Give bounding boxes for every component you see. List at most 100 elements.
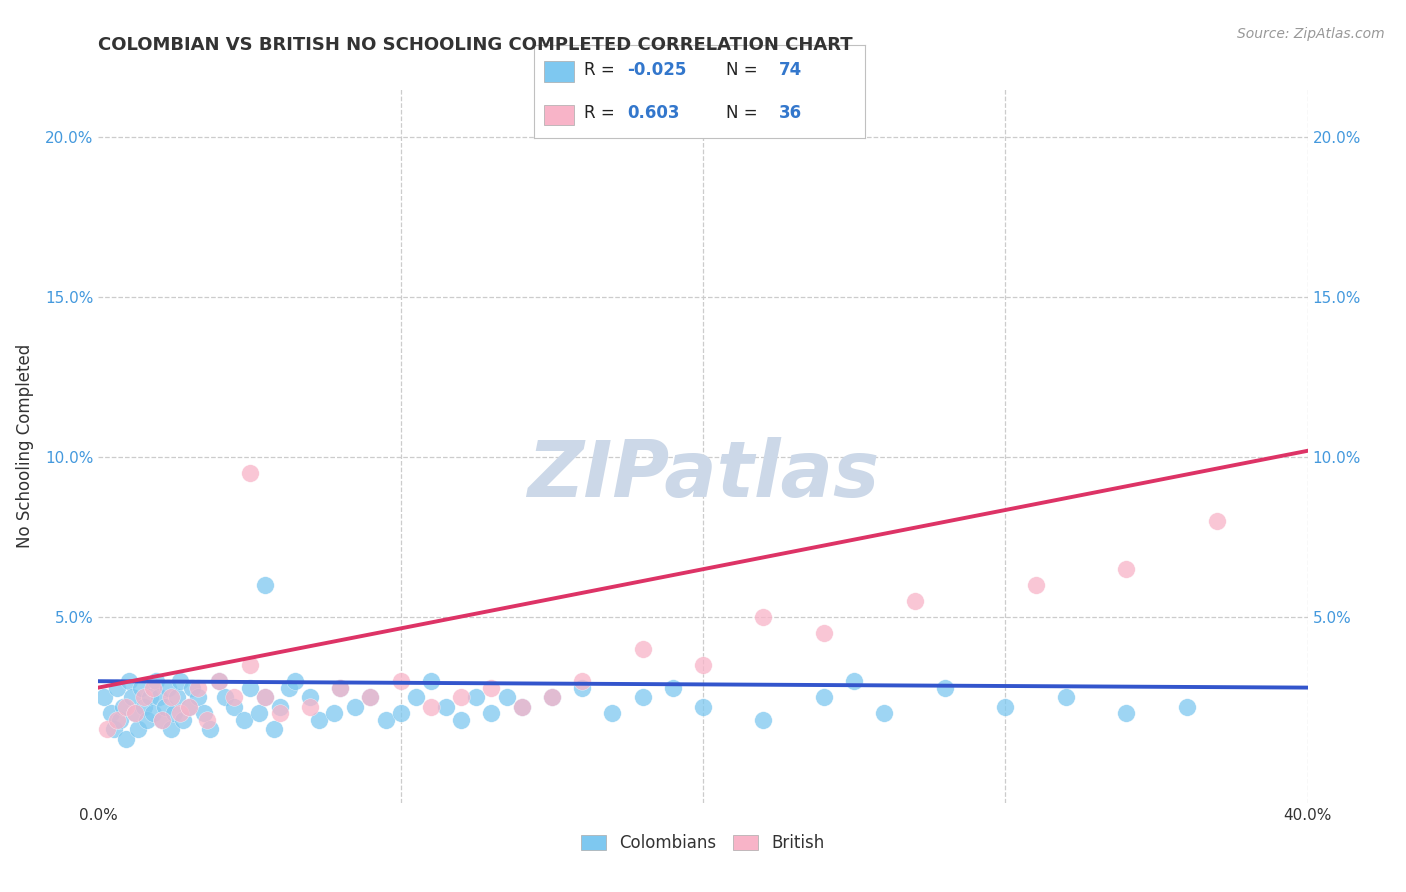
Point [124,706,146,721]
Text: COLOMBIAN VS BRITISH NO SCHOOLING COMPLETED CORRELATION CHART: COLOMBIAN VS BRITISH NO SCHOOLING COMPLE… [98,36,853,54]
Point [269,706,291,721]
Point [344,699,367,714]
Point [450,690,472,705]
Point [329,681,352,695]
Point [692,699,714,714]
Point [420,699,443,714]
Point [405,690,427,705]
Text: R =: R = [583,61,620,78]
Text: N =: N = [725,61,763,78]
Point [420,674,443,689]
Point [224,699,246,714]
Point [1054,690,1077,705]
Point [510,699,533,714]
Point [389,674,412,689]
Point [253,690,276,705]
Text: N =: N = [725,104,763,122]
Point [214,690,236,705]
Point [934,681,956,695]
FancyBboxPatch shape [544,62,574,82]
Point [247,706,270,721]
Point [239,466,262,480]
Point [108,713,131,727]
Point [450,713,472,727]
Point [232,713,254,727]
Text: 36: 36 [779,104,801,122]
Text: ZIPatlas: ZIPatlas [527,436,879,513]
Point [602,706,624,721]
Point [510,699,533,714]
Point [540,690,562,705]
Point [631,690,654,705]
Point [172,713,194,727]
Point [105,681,128,695]
Point [329,681,352,695]
Point [187,690,209,705]
Point [631,642,654,657]
Point [481,681,503,695]
Point [124,706,146,721]
Text: 0.603: 0.603 [627,104,679,122]
Point [299,690,322,705]
Point [661,681,683,695]
Y-axis label: No Schooling Completed: No Schooling Completed [15,344,34,548]
Point [160,722,183,736]
Point [139,690,162,705]
Point [160,690,183,705]
Point [571,674,593,689]
Point [150,713,173,727]
Point [434,699,457,714]
Point [129,681,152,695]
Point [132,690,155,705]
Point [103,722,125,736]
Point [127,722,149,736]
Point [1115,562,1137,576]
Point [308,713,330,727]
Point [96,722,118,736]
Point [100,706,122,721]
Point [299,699,322,714]
Point [132,699,155,714]
Point [150,713,173,727]
Point [360,690,382,705]
Point [195,713,218,727]
Point [156,681,179,695]
Point [181,681,204,695]
Point [153,699,176,714]
Point [873,706,896,721]
Point [844,674,866,689]
Point [118,674,141,689]
Point [200,722,222,736]
Point [253,578,276,592]
Point [813,626,835,640]
Point [692,658,714,673]
Point [465,690,488,705]
Point [263,722,285,736]
Point [166,690,188,705]
Point [224,690,246,705]
Point [253,690,276,705]
Point [114,731,136,746]
Point [121,690,143,705]
Point [111,699,134,714]
Point [277,681,299,695]
Text: 74: 74 [779,61,801,78]
Point [1175,699,1198,714]
Point [571,681,593,695]
Point [187,681,209,695]
Point [323,706,346,721]
Point [142,706,165,721]
Point [994,699,1017,714]
Point [813,690,835,705]
Point [239,658,262,673]
Point [208,674,231,689]
Point [163,706,186,721]
Point [481,706,503,721]
Point [374,713,396,727]
Point [269,699,291,714]
Point [193,706,215,721]
Point [389,706,412,721]
Point [752,610,775,624]
Point [179,699,201,714]
Point [169,674,191,689]
